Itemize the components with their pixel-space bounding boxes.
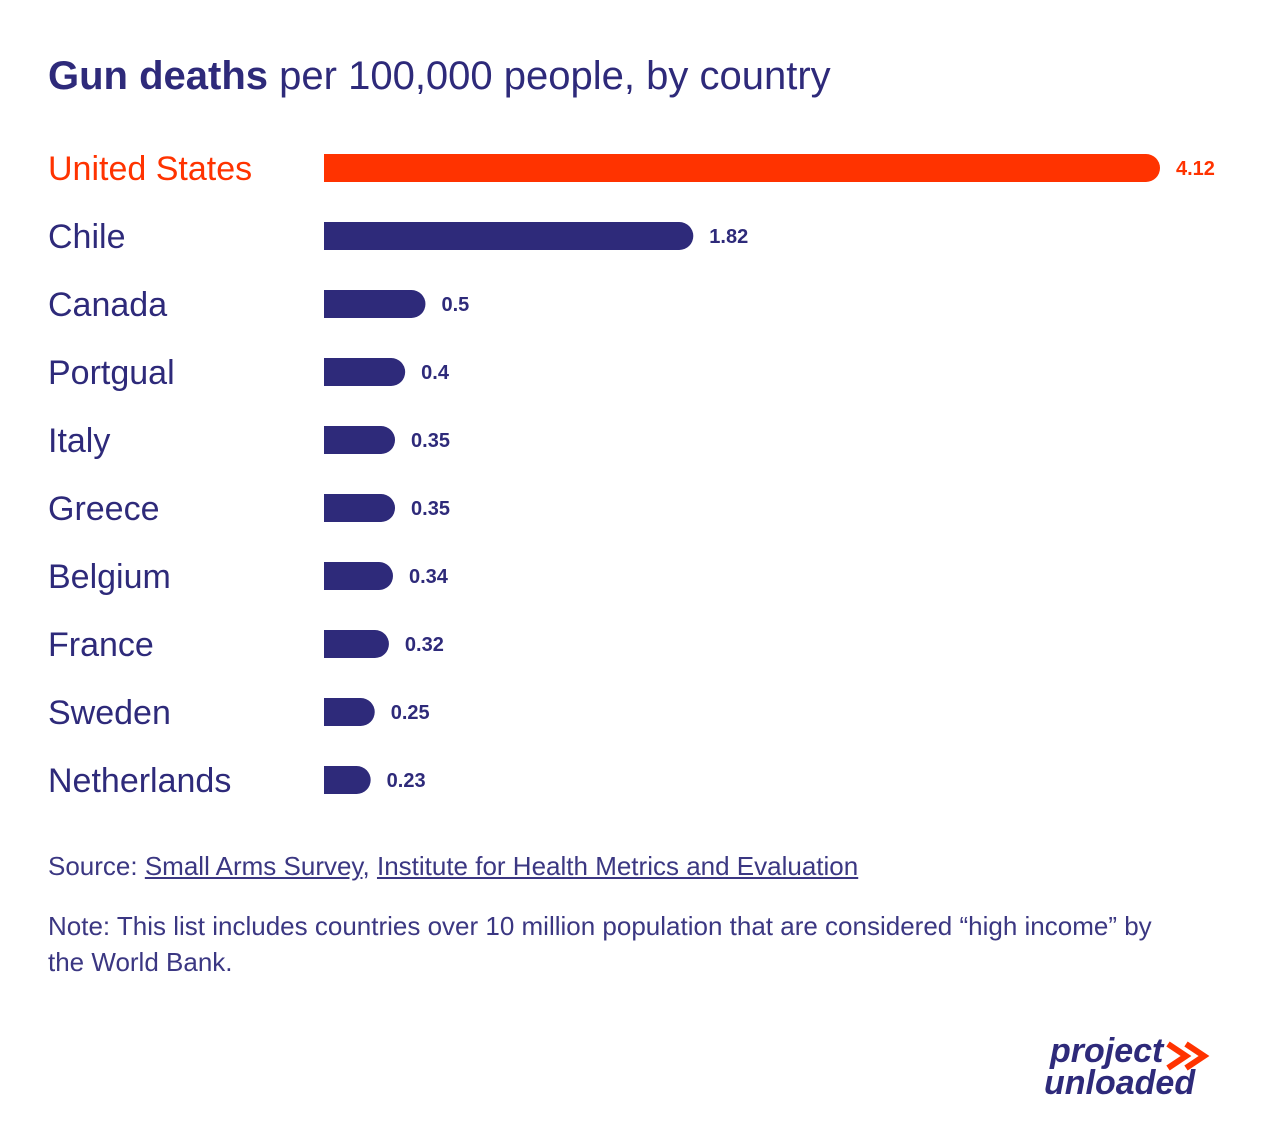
bar-chile xyxy=(324,222,693,250)
bar-sweden xyxy=(324,698,375,726)
source-separator: , xyxy=(363,851,377,881)
category-label-greece: Greece xyxy=(48,490,160,528)
category-label-belgium: Belgium xyxy=(48,558,171,596)
value-label-belgium: 0.34 xyxy=(409,566,449,588)
category-label-france: France xyxy=(48,626,154,664)
category-label-sweden: Sweden xyxy=(48,694,171,732)
source-link-ihme[interactable]: Institute for Health Metrics and Evaluat… xyxy=(377,851,858,881)
chart-title-rest: per 100,000 people, by country xyxy=(279,54,831,98)
bar-canada xyxy=(324,290,425,318)
bar-united-states xyxy=(324,154,1160,182)
bar-italy xyxy=(324,426,395,454)
bar-france xyxy=(324,630,389,658)
bar-portgual xyxy=(324,358,405,386)
category-label-portgual: Portgual xyxy=(48,354,175,392)
double-chevron-right-icon xyxy=(1168,1044,1204,1068)
value-label-chile: 1.82 xyxy=(709,226,748,248)
bar-greece xyxy=(324,494,395,522)
value-label-netherlands: 0.23 xyxy=(387,770,426,792)
value-label-canada: 0.5 xyxy=(441,294,469,316)
value-label-united-states: 4.12 xyxy=(1176,158,1215,180)
value-label-greece: 0.35 xyxy=(411,498,450,520)
category-label-netherlands: Netherlands xyxy=(48,762,231,800)
project-unloaded-logo: project unloaded xyxy=(1040,1030,1230,1110)
category-label-canada: Canada xyxy=(48,286,167,324)
category-label-united-states: United States xyxy=(48,150,252,188)
value-label-sweden: 0.25 xyxy=(391,702,430,724)
bar-chart: United States 4.12 Chile 1.82 Canada 0.5 Portg… xyxy=(0,130,1268,810)
value-label-france: 0.32 xyxy=(405,634,444,656)
value-label-italy: 0.35 xyxy=(411,430,450,452)
source-line: Source: Small Arms Survey, Institute for… xyxy=(48,848,858,884)
chart-title: Gun deaths per 100,000 people, by countr… xyxy=(48,50,831,102)
source-prefix: Source: xyxy=(48,851,145,881)
source-link-small-arms-survey[interactable]: Small Arms Survey xyxy=(145,851,363,881)
bar-belgium xyxy=(324,562,393,590)
category-label-chile: Chile xyxy=(48,218,125,256)
chart-title-bold: Gun deaths xyxy=(48,54,268,98)
value-label-portgual: 0.4 xyxy=(421,362,450,384)
note-text: Note: This list includes countries over … xyxy=(48,908,1188,980)
bar-netherlands xyxy=(324,766,371,794)
category-label-italy: Italy xyxy=(48,422,110,460)
logo-line2: unloaded xyxy=(1044,1064,1196,1102)
